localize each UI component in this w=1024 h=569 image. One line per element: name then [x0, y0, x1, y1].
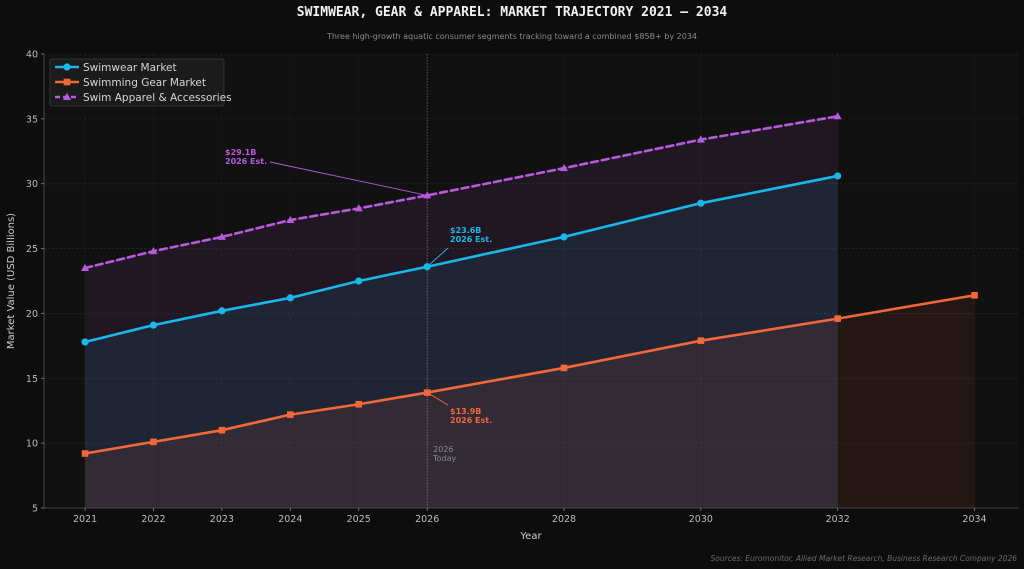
y-axis-label: Market Value (USD Billions) [6, 213, 17, 349]
data-point-series-2 [971, 291, 978, 299]
legend-box [49, 58, 225, 107]
x-tick-label: 2022 [141, 514, 165, 525]
data-point-series-1 [355, 277, 363, 285]
area-fill-1 [85, 175, 838, 508]
x-tick-label: 2024 [278, 514, 302, 525]
y-tick-label: 30 [26, 179, 38, 190]
area-fill-3 [85, 116, 838, 509]
data-point-series-1 [81, 338, 89, 346]
annotation-note: 2026 Est. [225, 157, 267, 166]
data-point-series-2 [150, 438, 157, 446]
data-point-series-3 [149, 246, 158, 255]
annotation-leader [426, 392, 449, 406]
data-point-series-3 [286, 215, 295, 224]
data-point-series-1 [286, 294, 294, 302]
data-point-series-1 [149, 321, 158, 329]
data-point-series-2 [560, 364, 568, 372]
legend-item-label: Swimwear Market [83, 62, 177, 74]
x-tick-label: 2028 [552, 514, 576, 525]
y-tick-label: 20 [26, 309, 38, 320]
source-note: Sources: Euromonitor, Allied Market Rese… [711, 554, 1018, 563]
data-point-series-2 [81, 450, 89, 457]
y-tick-label: 10 [26, 439, 38, 450]
x-axis-label: Year [519, 531, 542, 542]
legend-item-label: Swimming Gear Market [83, 77, 206, 89]
legend-swatch-marker [63, 78, 71, 86]
x-tick-label: 2026 [415, 514, 439, 525]
x-tick-label: 2023 [210, 514, 234, 525]
data-point-series-3 [423, 191, 432, 199]
data-point-series-3 [354, 204, 363, 212]
y-tick-label: 15 [26, 374, 38, 385]
data-point-series-2 [218, 426, 226, 434]
y-tick-label: 25 [26, 244, 38, 255]
data-point-series-2 [697, 337, 705, 344]
annotation-value: $29.1B [225, 148, 256, 157]
data-point-series-3 [560, 163, 568, 172]
today-marker-label: Today [432, 454, 456, 463]
legend-swatch-marker [63, 63, 71, 71]
x-tick-label: 2032 [826, 514, 850, 525]
annotation-leader [426, 247, 449, 268]
data-point-series-1 [834, 172, 842, 180]
chart-title: SWIMWEAR, GEAR & APPAREL: MARKET TRAJECT… [297, 5, 728, 20]
chart-subtitle: Three high-growth aquatic consumer segme… [326, 32, 697, 41]
x-tick-label: 2025 [347, 514, 371, 525]
data-point-series-2 [355, 400, 363, 408]
data-point-series-3 [217, 232, 226, 240]
annotation-value: $13.9B [450, 407, 481, 416]
series-line-2 [83, 293, 976, 455]
legend-item-label: Swim Apparel & Accessories [83, 92, 232, 104]
y-tick-label: 35 [26, 114, 38, 125]
area-fill-2 [85, 295, 975, 508]
annotation-note: 2026 Est. [450, 416, 492, 425]
x-tick-label: 2034 [962, 514, 986, 525]
data-point-series-2 [834, 315, 841, 322]
legend-swatch-marker [63, 92, 71, 100]
data-point-series-3 [696, 135, 705, 143]
x-tick-label: 2030 [689, 514, 713, 525]
y-tick-label: 40 [26, 50, 38, 61]
y-tick-label: 5 [32, 504, 38, 515]
data-point-series-3 [81, 263, 90, 272]
annotation-value: $23.6B [450, 226, 481, 235]
x-tick-label: 2021 [73, 514, 97, 525]
data-point-series-1 [697, 199, 705, 207]
data-point-series-2 [423, 389, 431, 396]
annotation-note: 2026 Est. [450, 235, 492, 244]
data-point-series-1 [560, 233, 568, 241]
data-point-series-1 [218, 307, 226, 315]
data-point-series-3 [833, 112, 842, 120]
data-point-series-2 [287, 411, 294, 418]
annotation-leader [269, 161, 428, 196]
today-marker-year: 2026 [433, 445, 453, 454]
